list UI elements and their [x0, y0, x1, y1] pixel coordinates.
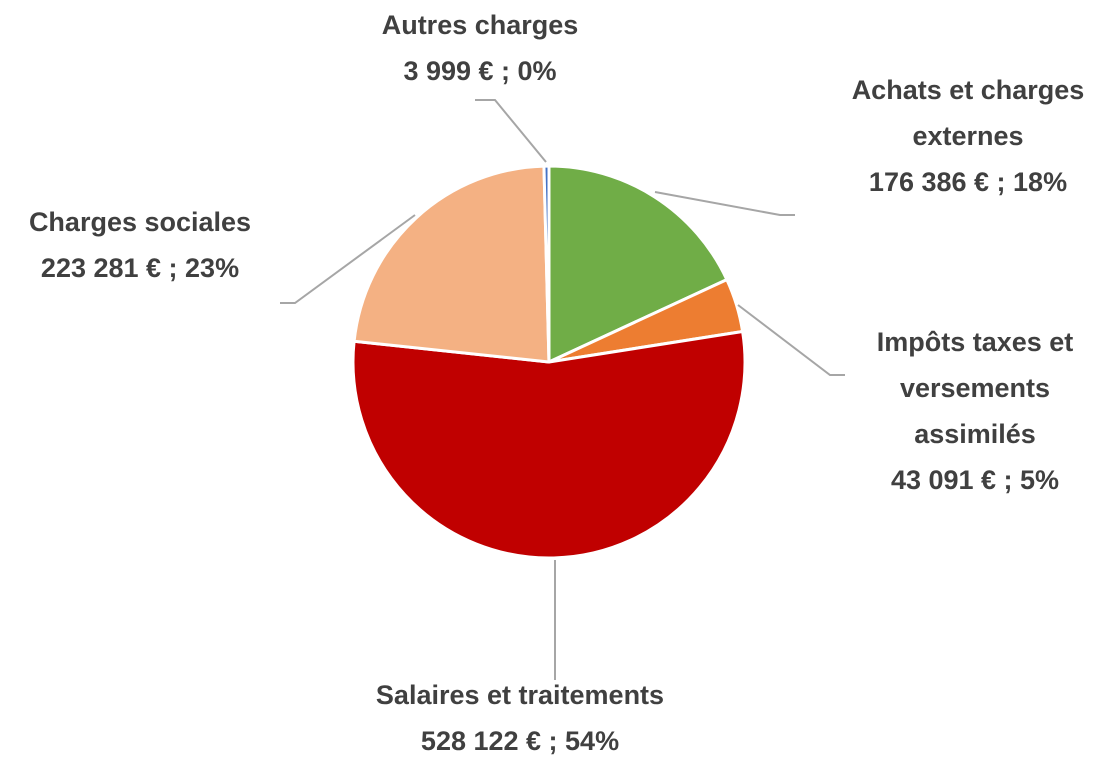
pie-slice: [547, 164, 729, 364]
slice-label: Achats et charges externes 176 386 € ; 1…: [828, 67, 1108, 205]
value-label: 3 999 € ; 0%: [403, 56, 557, 86]
value-label: 176 386 € ; 18%: [868, 167, 1068, 197]
leader-line: [280, 214, 416, 304]
leader-line: [475, 99, 547, 163]
leader-line: [654, 191, 795, 216]
pie-slice: [351, 330, 747, 560]
value-label: 223 281 € ; 23%: [40, 253, 240, 283]
slice-label: Charges sociales 223 281 € ; 23%: [0, 199, 280, 291]
leader-line: [737, 304, 845, 376]
category-label: Charges sociales: [28, 207, 252, 237]
category-label: Impôts taxes et versements assimilés: [876, 327, 1074, 449]
value-label: 43 091 € ; 5%: [890, 465, 1060, 495]
category-label: Salaires et traitements: [375, 680, 665, 710]
slice-label: Autres charges 3 999 € ; 0%: [330, 2, 630, 94]
slice-label: Impôts taxes et versements assimilés 43 …: [855, 319, 1095, 503]
value-label: 528 122 € ; 54%: [420, 726, 620, 756]
category-label: Autres charges: [381, 10, 579, 40]
pie-slice: [542, 164, 551, 364]
pie-slice: [352, 164, 551, 364]
slice-label: Salaires et traitements 528 122 € ; 54%: [320, 672, 720, 764]
category-label: Achats et charges externes: [851, 75, 1085, 151]
pie: [351, 164, 747, 560]
